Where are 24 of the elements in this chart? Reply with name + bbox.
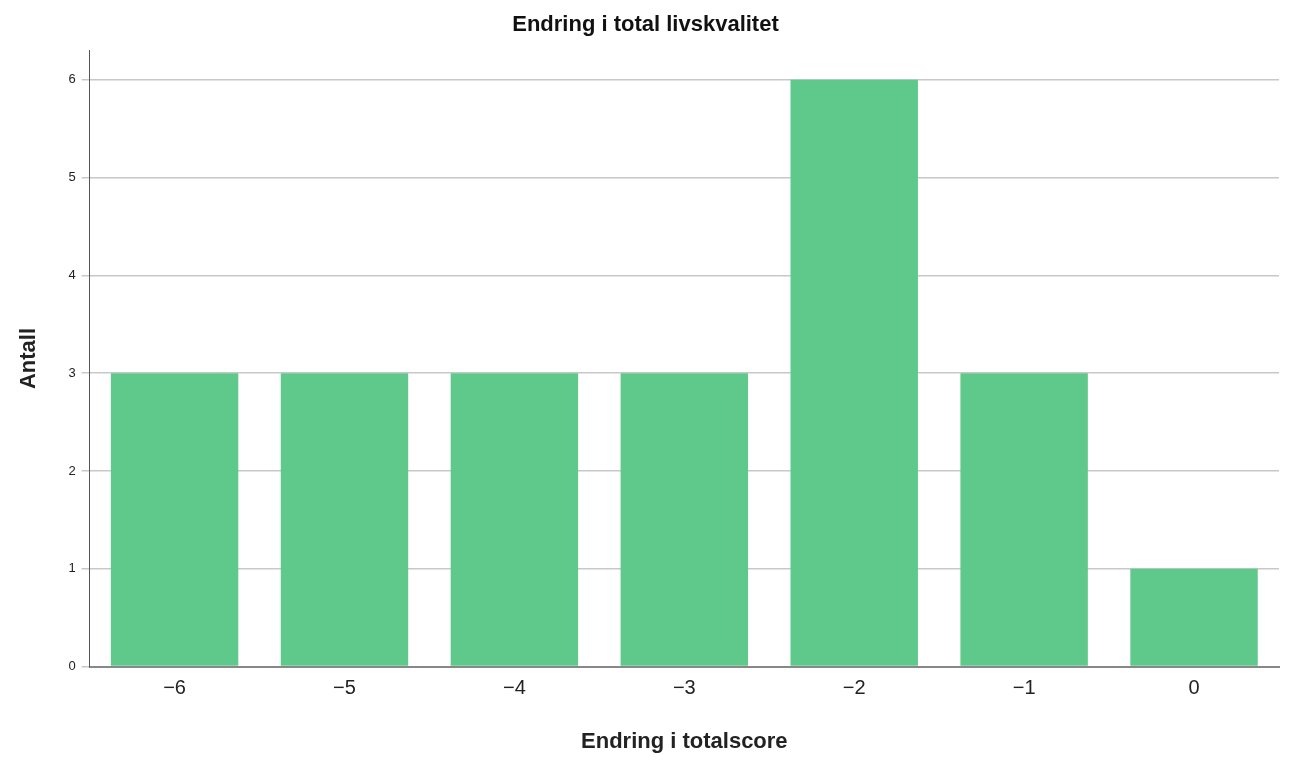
x-tick-label: −2 [842, 676, 866, 699]
y-tick-label: 3 [68, 364, 76, 380]
y-tick-label: 5 [68, 169, 76, 185]
x-axis-title: Endring i totalscore [581, 727, 788, 753]
bar [450, 373, 579, 666]
x-tick-label: 0 [1188, 676, 1200, 699]
x-tick-label: −5 [333, 676, 356, 699]
bar [1130, 568, 1258, 666]
bar [280, 373, 409, 666]
x-tick-label: −6 [163, 676, 186, 699]
bar [960, 373, 1088, 666]
x-tick-label: −4 [503, 676, 526, 699]
y-tick-label: 2 [68, 462, 76, 478]
y-tick-label: 6 [68, 71, 76, 87]
y-axis-title: Antall [15, 327, 41, 390]
bar [110, 373, 239, 666]
bar [620, 373, 749, 666]
y-tick-label: 4 [68, 266, 76, 282]
y-tick-label: 0 [68, 658, 76, 674]
chart-title: Endring i total livskvalitet [512, 11, 780, 37]
y-tick-label: 1 [68, 560, 76, 576]
bar [790, 79, 918, 666]
x-tick-label: −3 [672, 676, 696, 699]
x-tick-label: −1 [1012, 676, 1036, 699]
